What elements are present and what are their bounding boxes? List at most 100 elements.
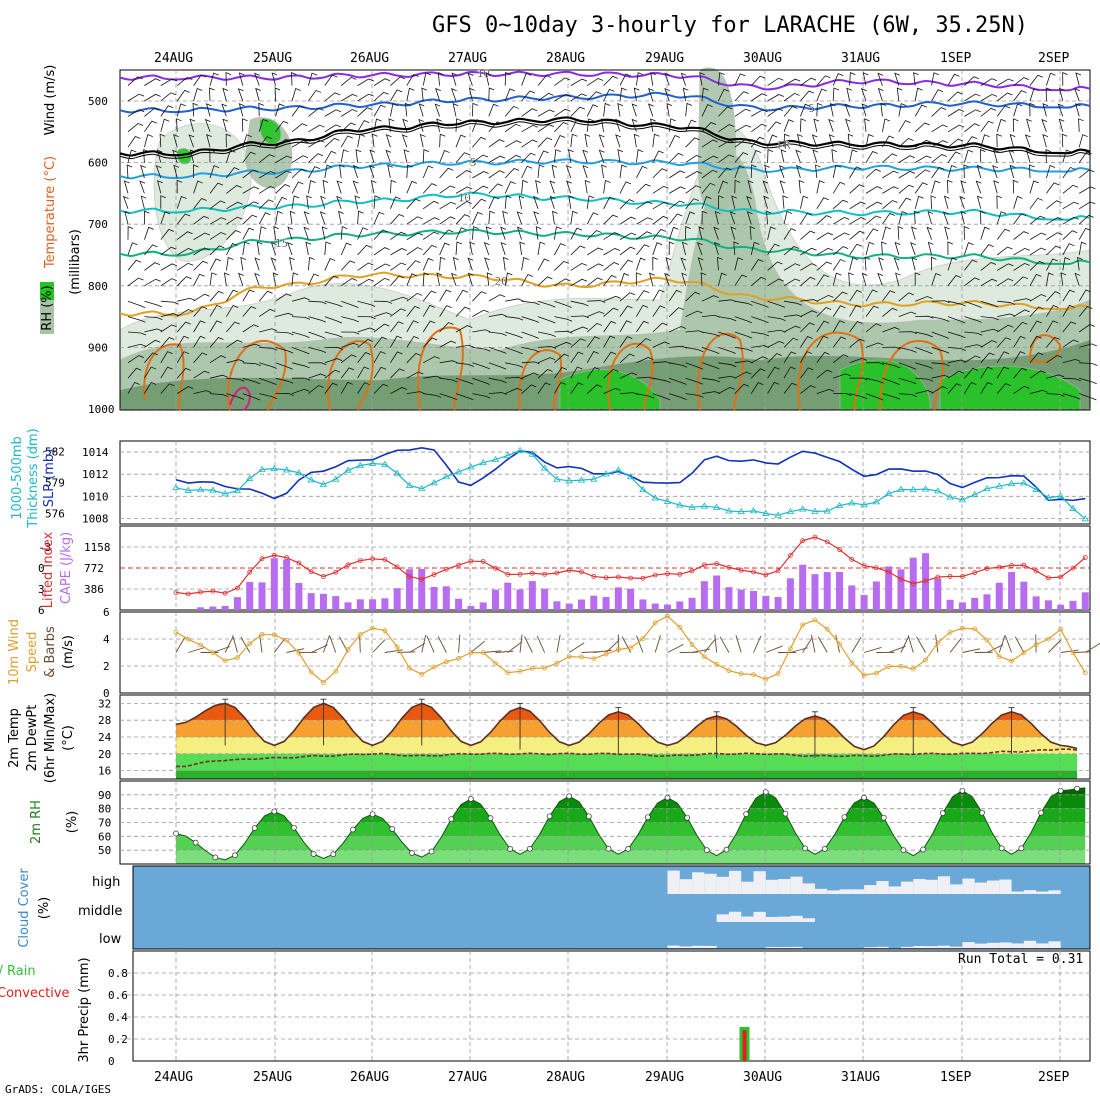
cloud-high-2-1: [778, 879, 791, 894]
cloud-low-0-3: [704, 945, 717, 948]
rh-marker-26: [428, 848, 435, 855]
wind-barb-912: [832, 216, 850, 225]
wind-barb-31: [144, 226, 154, 240]
wind-barb-104: [193, 390, 212, 394]
wind-barb-129: [222, 118, 229, 132]
wind-barb-732: [685, 362, 704, 370]
wind-barb-514: [516, 226, 523, 240]
lifted-marker-45: [726, 564, 732, 570]
wind-barb-1160: [1025, 149, 1032, 163]
wind-barb-468: [488, 170, 505, 179]
wind-barb-479: [488, 347, 507, 354]
lifted-marker-67: [996, 564, 1002, 570]
wind-barb-4: [127, 135, 141, 148]
wind-barb-895: [816, 274, 830, 287]
wind-speed-marker-52: [812, 617, 818, 623]
wind-barb-1231: [1074, 272, 1081, 286]
wind-barb-96: [193, 260, 208, 271]
cloud-high-5-1: [925, 879, 938, 894]
lifted-marker-70: [1033, 568, 1039, 574]
wind-barb-1163: [1029, 197, 1043, 210]
wind-barb-304: [357, 227, 368, 240]
wind-barb-1087: [964, 331, 983, 336]
wind-barb-545: [537, 382, 551, 394]
cape-bar-23: [455, 598, 463, 610]
wind-barb-1111: [980, 366, 993, 379]
wind-barb-25: [144, 134, 153, 148]
wind-barb-493: [500, 226, 507, 240]
rh-line: [175, 787, 1086, 861]
wind-barb-1113: [996, 78, 1014, 86]
wind-barb-735: [699, 72, 705, 86]
wind-barb-1003: [898, 331, 917, 335]
wind-barb-566: [554, 381, 567, 394]
top-date-28AUG: 28AUG: [546, 51, 585, 66]
wind-barb-1204: [1062, 184, 1079, 194]
thickness-marker-51: [798, 505, 807, 512]
wind-barb-65: [176, 103, 186, 117]
wind-barb-748: [700, 272, 707, 286]
cloud-low-6-2: [986, 942, 1000, 948]
rh-marker-38: [546, 813, 553, 820]
wind-barb-754: [701, 377, 721, 383]
wind-barb-1146: [1013, 262, 1030, 271]
lifted-marker-6: [247, 569, 253, 575]
wind-barb-475: [486, 272, 493, 286]
wind-barb-516: [521, 257, 529, 271]
wind-speed-marker-46: [738, 671, 744, 677]
wind-barb-1089: [964, 355, 981, 364]
wind-barb-453: [467, 257, 474, 271]
wind-barb-365: [406, 198, 421, 210]
wind-barb-744: [701, 210, 708, 225]
lifted-marker-73: [1070, 565, 1076, 571]
wind-barb-775: [718, 375, 737, 379]
wind-barb-191: [275, 103, 285, 117]
wind-barb-542: [537, 346, 557, 349]
wind-barb-1214: [1062, 339, 1079, 348]
wind-barb-461: [472, 393, 491, 399]
rh-marker-80: [959, 787, 966, 794]
wind-barb-803: [750, 149, 761, 163]
wind-barb-961: [865, 323, 882, 333]
cape-bar-67: [995, 582, 1003, 610]
wind-barb-739: [701, 139, 718, 148]
cloud-low-6-1: [974, 943, 987, 948]
wind-barb-719: [685, 154, 702, 163]
wind-speed-marker-54: [837, 641, 842, 647]
wind-barb-462: [485, 72, 492, 86]
wind-barb-1104: [980, 262, 997, 271]
wind-barb-759: [718, 124, 735, 133]
wind-barb-364: [406, 180, 417, 194]
wind-barb-1159: [1024, 134, 1031, 148]
wind-barb-432: [452, 257, 459, 271]
wind-barb-689: [652, 341, 670, 348]
wind-barb-854: [783, 300, 802, 306]
wind-barb-1081: [963, 226, 970, 240]
thickness-marker-43: [700, 502, 709, 509]
wind-barb-1237: [1079, 377, 1097, 385]
wind-barb-855: [783, 314, 803, 318]
wind-barb-1217: [1062, 393, 1081, 400]
wind-speed-marker-35: [603, 651, 609, 657]
thickness-marker-17: [381, 460, 389, 467]
wind-barb-1001: [898, 292, 914, 302]
wind10-barb-71: [1048, 639, 1062, 653]
wind-barb-45: [160, 118, 170, 132]
rh-marker-58: [743, 811, 749, 817]
wind-barb-414: [439, 305, 452, 317]
wind-barb-460: [472, 377, 490, 385]
wind-barb-175: [258, 185, 276, 194]
rh-marker-70: [861, 794, 867, 801]
wind-barb-121: [209, 320, 222, 333]
wind-barb-482: [488, 392, 507, 395]
wind-barb-133: [226, 185, 242, 194]
cloud-low-4-3: [900, 946, 914, 948]
wind-barb-954: [865, 215, 882, 225]
cape-bar-15: [356, 599, 364, 610]
wind-barb-741: [701, 169, 718, 179]
wind-barb-1148: [1013, 298, 1032, 302]
rh-marker-40: [566, 793, 573, 800]
thickness-marker-45: [725, 507, 733, 514]
rh-band-0: [176, 787, 1086, 795]
